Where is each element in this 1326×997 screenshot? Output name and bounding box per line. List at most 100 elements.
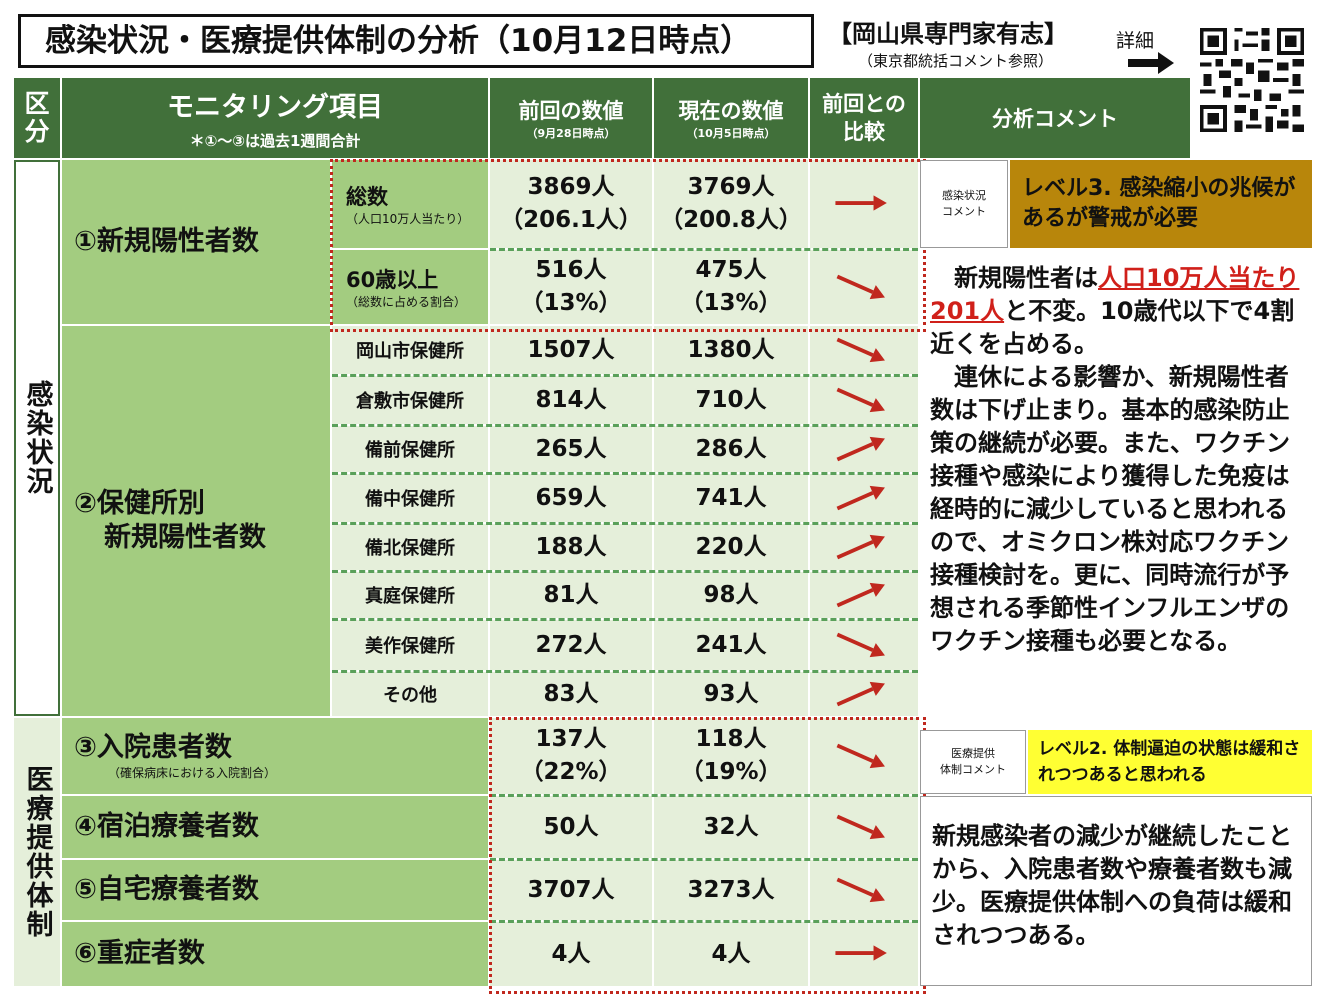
office-curr-value: 93人 xyxy=(703,680,759,707)
row1b-prev: 516人 （13%） xyxy=(490,250,652,324)
office-name-cell: 美作保健所 xyxy=(332,620,488,670)
row6-curr: 4人 xyxy=(654,922,808,986)
trend-up-arrow-icon xyxy=(836,582,885,608)
row1a-prev-rate: （206.1人） xyxy=(500,207,642,233)
row3-prev-rate: （22%） xyxy=(520,759,622,785)
office-name: 美作保健所 xyxy=(365,636,455,657)
col-category-label: 区分 xyxy=(24,89,50,146)
row3-label-text: ③入院患者数 xyxy=(74,732,232,763)
col-curr: 現在の数値 （10月5日時点） xyxy=(654,78,808,158)
row5-curr-value: 3273人 xyxy=(687,876,775,903)
row3-label: ③入院患者数 （確保病床における入院割合） xyxy=(62,718,488,794)
org-name: 【岡山県専門家有志】 xyxy=(828,20,1068,48)
row3-compare xyxy=(810,718,918,794)
separator xyxy=(332,618,918,621)
col-compare: 前回との比較 xyxy=(810,78,918,158)
col-curr-label: 現在の数値 xyxy=(678,99,784,123)
row4-prev-value: 50人 xyxy=(543,813,599,840)
row6-label: ⑥重症者数 xyxy=(62,922,488,986)
office-compare-cell xyxy=(810,524,918,570)
row1b-curr: 475人 （13%） xyxy=(654,250,808,324)
trend-down-arrow-icon xyxy=(836,387,885,413)
office-compare-cell xyxy=(810,474,918,522)
row1a-curr: 3769人 （200.8人） xyxy=(654,160,808,248)
office-name: 備北保健所 xyxy=(365,538,455,559)
row1a-label: 総数 （人口10万人当たり） xyxy=(332,160,488,248)
medical-comment-tag: 医療提供 体制コメント xyxy=(920,730,1026,794)
infection-comment-p1: 新規陽性者は人口10万人当たり201人と不変。10歳代以下で4割近くを占める。 xyxy=(930,262,1308,361)
office-name-cell: 倉敷市保健所 xyxy=(332,376,488,424)
infection-level-badge: レベル3. 感染縮小の兆候があるが警戒が必要 xyxy=(1010,160,1312,248)
row6-curr-value: 4人 xyxy=(711,940,751,967)
row6-compare xyxy=(810,922,918,986)
row4-curr-value: 32人 xyxy=(703,813,759,840)
office-prev-cell: 265人 xyxy=(490,426,652,472)
office-compare-cell xyxy=(810,572,918,618)
infection-comment: 新規陽性者は人口10万人当たり201人と不変。10歳代以下で4割近くを占める。 … xyxy=(930,262,1308,658)
office-curr-cell: 1380人 xyxy=(654,326,808,374)
infection-comment-highlight: 人口10万人当たり201人 xyxy=(930,264,1300,325)
trend-up-arrow-icon xyxy=(836,436,885,462)
row1b-label: 60歳以上 （総数に占める割合） xyxy=(332,250,488,324)
separator xyxy=(332,374,918,377)
separator xyxy=(490,794,918,797)
medical-level-badge: レベル2. 体制逼迫の状態は緩和されつつあると思われる xyxy=(1028,730,1312,794)
right-arrow-icon xyxy=(1128,52,1176,74)
trend-down-arrow-icon xyxy=(836,274,885,300)
separator xyxy=(490,858,918,861)
col-compare-label: 前回との比較 xyxy=(822,92,906,144)
col-prev-label: 前回の数値 xyxy=(518,99,624,123)
separator xyxy=(332,424,918,427)
row1b-curr-value: 475人 xyxy=(695,257,767,283)
qr-code-icon[interactable] xyxy=(1196,24,1308,136)
office-prev-cell: 188人 xyxy=(490,524,652,570)
office-name-cell: 岡山市保健所 xyxy=(332,326,488,374)
row3-curr: 118人 （19%） xyxy=(654,718,808,794)
office-compare-cell xyxy=(810,672,918,716)
office-name: 備中保健所 xyxy=(365,489,455,510)
col-category: 区分 xyxy=(14,78,60,158)
row5-prev-value: 3707人 xyxy=(527,876,615,903)
office-curr-value: 710人 xyxy=(695,386,767,413)
office-prev-cell: 83人 xyxy=(490,672,652,716)
row5-curr: 3273人 xyxy=(654,860,808,920)
col-prev-note: （9月28日時点） xyxy=(526,127,616,140)
col-prev: 前回の数値 （9月28日時点） xyxy=(490,78,652,158)
trend-down-arrow-icon xyxy=(836,337,885,363)
page-title: 感染状況・医療提供体制の分析（10月12日時点） xyxy=(18,14,814,68)
row1-label-text: ①新規陽性者数 xyxy=(74,226,259,257)
row4-prev: 50人 xyxy=(490,796,652,858)
row6-label-text: ⑥重症者数 xyxy=(74,938,205,969)
office-name: 真庭保健所 xyxy=(365,586,455,607)
office-curr-value: 1380人 xyxy=(687,336,775,363)
row2-label: ②保健所別 新規陽性者数 xyxy=(62,326,330,716)
row1b-prev-value: 516人 xyxy=(535,257,607,283)
office-curr-value: 98人 xyxy=(703,581,759,608)
office-name: 倉敷市保健所 xyxy=(356,391,464,412)
row5-prev: 3707人 xyxy=(490,860,652,920)
separator xyxy=(332,522,918,525)
office-curr-cell: 710人 xyxy=(654,376,808,424)
detail-label: 詳細 xyxy=(1116,30,1155,52)
office-prev-cell: 1507人 xyxy=(490,326,652,374)
office-name-cell: 真庭保健所 xyxy=(332,572,488,618)
row6-prev-value: 4人 xyxy=(551,940,591,967)
office-prev-cell: 81人 xyxy=(490,572,652,618)
row1a-prev: 3869人 （206.1人） xyxy=(490,160,652,248)
office-name: その他 xyxy=(383,685,437,706)
medical-tag-line2: 体制コメント xyxy=(940,763,1006,776)
row2-label-line2: 新規陽性者数 xyxy=(104,522,266,553)
trend-flat-arrow-icon xyxy=(835,195,887,211)
row3-curr-value: 118人 xyxy=(695,726,767,752)
office-prev-value: 814人 xyxy=(535,386,607,413)
office-curr-value: 286人 xyxy=(695,435,767,462)
office-curr-cell: 98人 xyxy=(654,572,808,618)
row6-prev: 4人 xyxy=(490,922,652,986)
row1b-label-text: 60歳以上 xyxy=(346,268,439,292)
row1a-curr-value: 3769人 xyxy=(687,174,775,200)
separator xyxy=(332,570,918,573)
office-name: 備前保健所 xyxy=(365,440,455,461)
row1b-compare xyxy=(810,250,918,324)
medical-tag-line1: 医療提供 xyxy=(951,747,995,760)
infection-comment-p1-post: と不変。10歳代以下で4割近くを占める。 xyxy=(930,297,1295,358)
